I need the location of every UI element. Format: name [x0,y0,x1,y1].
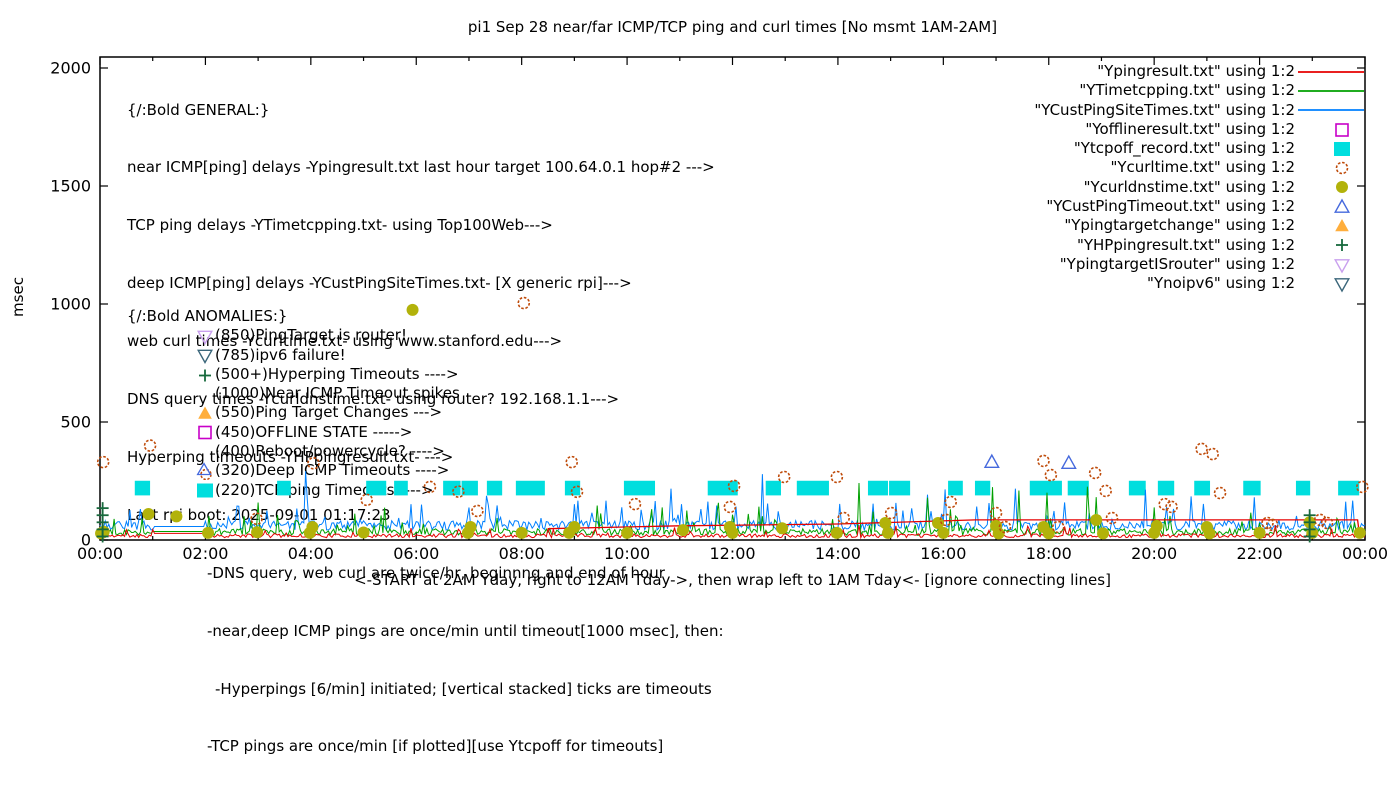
square-open-icon [195,423,215,441]
anomaly-row: (500+)Hyperping Timeouts ----> [127,365,460,384]
x-tick-label: 22:00 [1237,544,1283,563]
anomaly-text: (1000)Near ICMP Timeout spikes [215,384,460,403]
legend-label: "YHPpingresult.txt" using 1:2 [1076,235,1295,254]
anomaly-annotations: {/:Bold ANOMALIES:} (850)PingTarget is r… [127,307,460,500]
chart-title: pi1 Sep 28 near/far ICMP/TCP ping and cu… [467,18,998,36]
anomaly-text: (550)Ping Target Changes ---> [215,403,443,422]
legend-row: "YTimetcpping.txt" using 1:2 [1034,81,1367,100]
x-axis-label: <-START at 2AM Yday, right to 12AM Tday-… [354,571,1111,589]
triangle-down-open-icon [1295,275,1367,293]
general-heading: {/:Bold GENERAL:} [127,100,270,119]
general-line: Last rpi boot: 2025-09-01 01:17:23 [127,505,391,524]
legend-label: "YCustPingTimeout.txt" using 1:2 [1046,197,1295,216]
legend-row: "YpingtargetISrouter" using 1:2 [1034,255,1367,274]
general-line: TCP ping delays -YTimetcpping.txt- using… [127,216,553,235]
x-tick-label: 20:00 [1131,544,1177,563]
general-line: near ICMP[ping] delays -Ypingresult.txt … [127,158,715,177]
legend-row: "YHPpingresult.txt" using 1:2 [1034,236,1367,255]
chart-figure: pi1 Sep 28 near/far ICMP/TCP ping and cu… [9,18,1389,756]
triangle-up-open-icon [1295,198,1367,216]
x-tick-label: 00:00 [77,544,123,563]
legend-row: "YCustPingTimeout.txt" using 1:2 [1034,197,1367,216]
triangle-circle-icon [195,462,215,481]
anomaly-row: (785)ipv6 failure! [127,346,460,365]
anomaly-text: (400)Reboot/powercycle? ----> [215,442,445,461]
legend-label: "Ynoipv6" using 1:2 [1147,274,1295,293]
legend-label: "Ytcpoff_record.txt" using 1:2 [1073,139,1295,158]
triangle-up-filled-icon [1295,217,1367,235]
legend-row: "Ypingtargetchange" using 1:2 [1034,216,1367,235]
anomaly-row: (850)PingTarget is router! [127,326,460,345]
anomaly-text: (320)Deep ICMP Timeouts ----> [215,461,450,480]
general-line: deep ICMP[ping] delays -YCustPingSiteTim… [127,274,632,293]
blue-line-sample-icon [1295,101,1367,119]
plus-icon [1295,236,1367,254]
y-tick-label: 500 [60,413,91,432]
anomaly-row: (400)Reboot/powercycle? ----> [127,442,460,461]
no-icon [195,443,215,461]
legend-label: "YTimetcpping.txt" using 1:2 [1079,81,1295,100]
y-tick-label: 2000 [50,59,91,78]
legend-label: "Ypingtargetchange" using 1:2 [1064,216,1295,235]
legend-label: "Yofflineresult.txt" using 1:2 [1085,119,1295,138]
square-open-icon [1295,121,1367,139]
green-line-sample-icon [1295,82,1367,100]
anomaly-text: (500+)Hyperping Timeouts ----> [215,364,459,383]
legend-label: "YCustPingSiteTimes.txt" using 1:2 [1034,100,1295,119]
legend: "Ypingresult.txt" using 1:2 "YTimetcppin… [1034,62,1367,294]
x-tick-label: 16:00 [920,544,966,563]
legend-row: "Yofflineresult.txt" using 1:2 [1034,120,1367,139]
anomaly-text: (785)ipv6 failure! [215,345,346,364]
anomaly-text: (850)PingTarget is router! [215,326,407,345]
legend-row: "Ypingresult.txt" using 1:2 [1034,62,1367,81]
x-tick-label: 14:00 [815,544,861,563]
general-note: -Hyperpings [6/min] initiated; [vertical… [215,679,712,698]
legend-row: "YCustPingSiteTimes.txt" using 1:2 [1034,101,1367,120]
triangle-up-icon [195,404,215,422]
x-tick-label: 00:00 [1342,544,1388,563]
y-tick-label: 0 [81,531,91,550]
circle-open-icon [1295,159,1367,177]
anomaly-row: (220)TCP ping Timeouts ----> [127,481,460,500]
legend-row: "Ycurldnstime.txt" using 1:2 [1034,178,1367,197]
anomaly-row: (1000)Near ICMP Timeout spikes [127,384,460,403]
anomaly-text: (220)TCP ping Timeouts ----> [215,480,434,499]
anomaly-row: (320)Deep ICMP Timeouts ----> [127,461,460,481]
y-tick-label: 1000 [50,295,91,314]
series-YCustPingTimeout.txt [983,453,1077,469]
red-line-sample-icon [1295,63,1367,81]
square-filled-icon [195,481,215,499]
legend-label: "Ycurldnstime.txt" using 1:2 [1083,177,1295,196]
legend-label: "Ycurltime.txt" using 1:2 [1110,158,1295,177]
triangle-down-icon [195,327,215,345]
legend-label: "Ypingresult.txt" using 1:2 [1097,62,1295,80]
triangle-down-open-icon [1295,256,1367,274]
y-axis-label: msec [9,277,27,317]
general-note: -near,deep ICMP pings are once/min until… [207,621,724,640]
general-note: -TCP pings are once/min [if plotted][use… [207,737,664,756]
no-icon [195,385,215,403]
legend-label: "YpingtargetISrouter" using 1:2 [1059,254,1295,273]
anomaly-row: (450)OFFLINE STATE -----> [127,423,460,442]
legend-row: "Ynoipv6" using 1:2 [1034,274,1367,293]
square-filled-icon [1295,140,1367,158]
legend-row: "Ycurltime.txt" using 1:2 [1034,158,1367,177]
plus-icon [195,366,215,384]
y-tick-label: 1500 [50,177,91,196]
anomaly-text: (450)OFFLINE STATE -----> [215,422,413,441]
triangle-down-icon [195,346,215,365]
anomalies-heading: {/:Bold ANOMALIES:} [127,307,288,325]
circle-filled-icon [1295,178,1367,196]
general-note: -DNS query, web curl are twice/hr, begin… [207,563,665,582]
x-tick-label: 18:00 [1026,544,1072,563]
legend-row: "Ytcpoff_record.txt" using 1:2 [1034,139,1367,158]
anomaly-row: (550)Ping Target Changes ---> [127,403,460,422]
